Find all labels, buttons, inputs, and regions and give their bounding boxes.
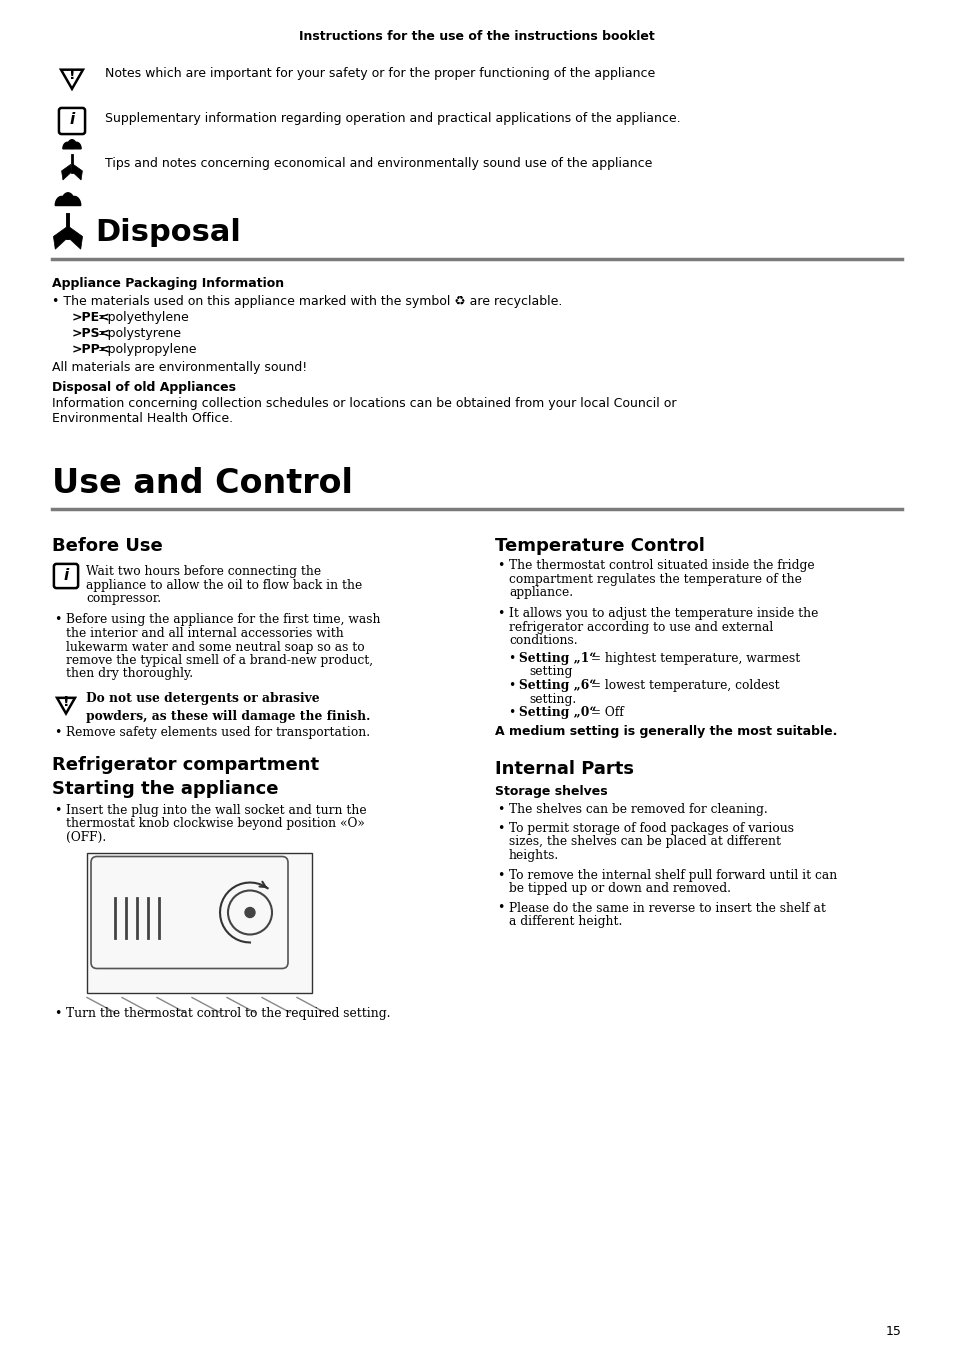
- Text: Insert the plug into the wall socket and turn the: Insert the plug into the wall socket and…: [66, 804, 366, 817]
- Text: then dry thoroughly.: then dry thoroughly.: [66, 667, 193, 681]
- Text: !: !: [69, 68, 75, 82]
- Text: heights.: heights.: [509, 848, 558, 862]
- Text: a different height.: a different height.: [509, 915, 621, 928]
- Text: Refrigerator compartment: Refrigerator compartment: [52, 757, 319, 774]
- Text: thermostat knob clockwise beyond position «O»: thermostat knob clockwise beyond positio…: [66, 817, 364, 831]
- Polygon shape: [69, 227, 83, 249]
- Polygon shape: [62, 165, 71, 180]
- Text: sizes, the shelves can be placed at different: sizes, the shelves can be placed at diff…: [509, 835, 781, 848]
- Text: = lowest temperature, coldest: = lowest temperature, coldest: [587, 680, 779, 692]
- Text: conditions.: conditions.: [509, 635, 577, 647]
- Text: Wait two hours before connecting the: Wait two hours before connecting the: [86, 565, 321, 578]
- Text: •: •: [497, 901, 504, 915]
- Text: Before Use: Before Use: [52, 536, 163, 555]
- Text: A medium setting is generally the most suitable.: A medium setting is generally the most s…: [495, 725, 837, 739]
- Text: 15: 15: [885, 1325, 901, 1337]
- Text: Storage shelves: Storage shelves: [495, 785, 607, 797]
- Text: Setting „6“: Setting „6“: [518, 680, 596, 692]
- Text: appliance.: appliance.: [509, 586, 573, 598]
- Text: Please do the same in reverse to insert the shelf at: Please do the same in reverse to insert …: [509, 901, 825, 915]
- Text: Supplementary information regarding operation and practical applications of the : Supplementary information regarding oper…: [105, 112, 679, 126]
- Text: the interior and all internal accessories with: the interior and all internal accessorie…: [66, 627, 343, 640]
- Text: •: •: [54, 1008, 61, 1020]
- Text: •: •: [509, 680, 519, 692]
- Text: Disposal of old Appliances: Disposal of old Appliances: [52, 381, 235, 394]
- Text: •: •: [497, 802, 504, 816]
- Text: Turn the thermostat control to the required setting.: Turn the thermostat control to the requi…: [66, 1008, 390, 1020]
- Text: Disposal: Disposal: [95, 218, 240, 247]
- Text: >PS<: >PS<: [71, 327, 111, 340]
- Text: Setting „1“: Setting „1“: [518, 653, 596, 665]
- Text: Use and Control: Use and Control: [52, 467, 353, 500]
- Text: appliance to allow the oil to flow back in the: appliance to allow the oil to flow back …: [86, 578, 362, 592]
- Text: = Off: = Off: [587, 707, 623, 719]
- Text: Setting „0“: Setting „0“: [518, 707, 596, 719]
- Polygon shape: [71, 142, 81, 149]
- Text: Remove safety elements used for transportation.: Remove safety elements used for transpor…: [66, 725, 370, 739]
- Text: All materials are environmentally sound!: All materials are environmentally sound!: [52, 361, 307, 374]
- Text: Tips and notes concerning economical and environmentally sound use of the applia: Tips and notes concerning economical and…: [105, 157, 652, 170]
- Polygon shape: [72, 165, 82, 180]
- Text: compressor.: compressor.: [86, 592, 161, 605]
- Text: It allows you to adjust the temperature inside the: It allows you to adjust the temperature …: [509, 608, 818, 620]
- Text: • The materials used on this appliance marked with the symbol ♻ are recyclable.: • The materials used on this appliance m…: [52, 295, 561, 308]
- Text: •: •: [54, 613, 61, 627]
- Bar: [87, 852, 312, 993]
- Text: (OFF).: (OFF).: [66, 831, 106, 844]
- Text: >PE<: >PE<: [71, 311, 111, 324]
- Text: •: •: [54, 804, 61, 817]
- Text: •: •: [497, 559, 504, 571]
- Text: •: •: [509, 707, 519, 719]
- Text: =polypropylene: =polypropylene: [98, 343, 197, 357]
- Text: setting.: setting.: [529, 693, 576, 705]
- Text: •: •: [497, 821, 504, 835]
- Text: Notes which are important for your safety or for the proper functioning of the a: Notes which are important for your safet…: [105, 68, 655, 80]
- Polygon shape: [62, 193, 74, 203]
- Polygon shape: [63, 142, 71, 149]
- Text: Appliance Packaging Information: Appliance Packaging Information: [52, 277, 284, 290]
- Text: To remove the internal shelf pull forward until it can: To remove the internal shelf pull forwar…: [509, 869, 837, 881]
- Text: >PP<: >PP<: [71, 343, 112, 357]
- Text: Instructions for the use of the instructions booklet: Instructions for the use of the instruct…: [299, 30, 654, 43]
- Text: To permit storage of food packages of various: To permit storage of food packages of va…: [509, 821, 793, 835]
- Text: •: •: [54, 725, 61, 739]
- Text: !: !: [63, 696, 70, 709]
- Text: Environmental Health Office.: Environmental Health Office.: [52, 412, 233, 426]
- Polygon shape: [55, 196, 68, 205]
- Text: setting: setting: [529, 666, 572, 678]
- Text: Temperature Control: Temperature Control: [495, 536, 704, 555]
- Text: be tipped up or down and removed.: be tipped up or down and removed.: [509, 882, 730, 894]
- Text: Before using the appliance for the first time, wash: Before using the appliance for the first…: [66, 613, 380, 627]
- Text: •: •: [497, 608, 504, 620]
- Text: i: i: [63, 567, 69, 582]
- Text: refrigerator according to use and external: refrigerator according to use and extern…: [509, 621, 773, 634]
- Polygon shape: [68, 196, 81, 205]
- Text: =polystyrene: =polystyrene: [98, 327, 182, 340]
- Circle shape: [245, 908, 254, 917]
- Text: •: •: [497, 869, 504, 881]
- Text: = hightest temperature, warmest: = hightest temperature, warmest: [587, 653, 800, 665]
- Polygon shape: [68, 139, 76, 147]
- Polygon shape: [53, 227, 67, 249]
- Text: lukewarm water and some neutral soap so as to: lukewarm water and some neutral soap so …: [66, 640, 364, 654]
- Text: Information concerning collection schedules or locations can be obtained from yo: Information concerning collection schedu…: [52, 397, 676, 409]
- Text: remove the typical smell of a brand-new product,: remove the typical smell of a brand-new …: [66, 654, 373, 667]
- Text: The thermostat control situated inside the fridge: The thermostat control situated inside t…: [509, 559, 814, 571]
- Text: compartment regulates the temperature of the: compartment regulates the temperature of…: [509, 573, 801, 585]
- Text: Do not use detergents or abrasive
powders, as these will damage the finish.: Do not use detergents or abrasive powder…: [86, 692, 370, 723]
- Text: •: •: [509, 653, 519, 665]
- Text: Starting the appliance: Starting the appliance: [52, 780, 278, 798]
- Text: The shelves can be removed for cleaning.: The shelves can be removed for cleaning.: [509, 802, 767, 816]
- Text: Internal Parts: Internal Parts: [495, 761, 634, 778]
- Text: i: i: [70, 112, 74, 127]
- Text: =polyethylene: =polyethylene: [98, 311, 190, 324]
